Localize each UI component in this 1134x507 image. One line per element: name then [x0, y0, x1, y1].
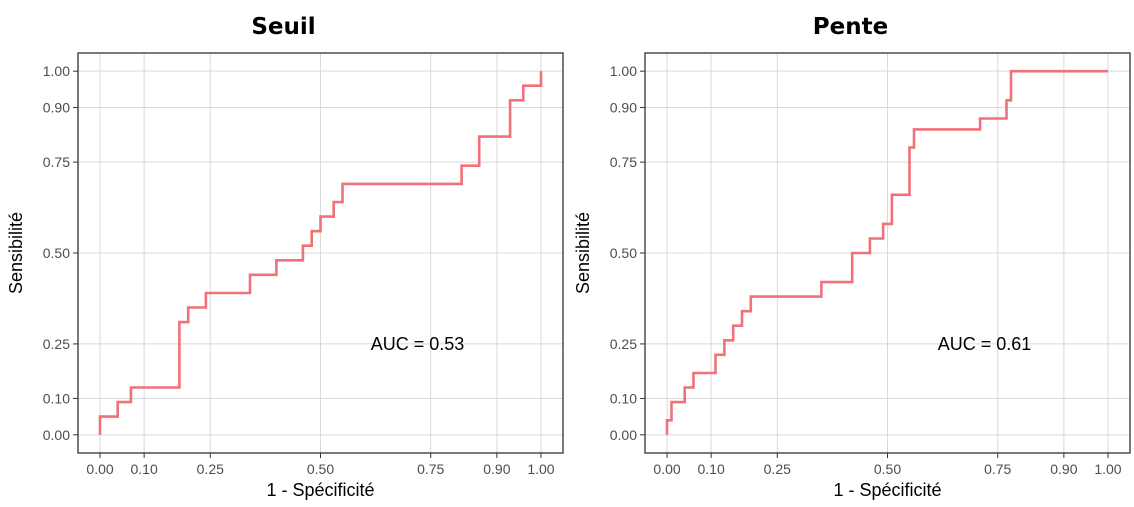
- x-tick-label: 0.50: [307, 461, 334, 477]
- x-tick-label: 0.10: [698, 461, 725, 477]
- chart-title: Pente: [812, 14, 889, 40]
- roc-curve: [665, 69, 1108, 435]
- x-axis: 0.00 0.10 0.25 0.50 0.75 0.90 1.00: [86, 453, 555, 477]
- x-tick-label: 0.00: [653, 461, 680, 477]
- y-tick-label: 0.50: [43, 245, 70, 261]
- x-tick-label: 1.00: [1094, 461, 1121, 477]
- y-axis: 0.00 0.10 0.25 0.50 0.75 0.90 1.00: [610, 63, 645, 443]
- y-tick-label: 0.90: [43, 100, 70, 116]
- roc-panel-pente: Pente 0.00 0.10 0.25 0.50 0.75 0.90 1.00 0.00 0.…: [567, 0, 1134, 507]
- x-tick-label: 0.10: [131, 461, 158, 477]
- roc-curve: [98, 71, 543, 435]
- y-tick-label: 0.00: [610, 427, 637, 443]
- grid: [645, 53, 1130, 453]
- y-tick-label: 1.00: [43, 63, 70, 79]
- y-tick-label: 0.25: [610, 336, 637, 352]
- roc-chart-pente: 0.00 0.10 0.25 0.50 0.75 0.90 1.00 0.00 0.10 0.25…: [573, 52, 1131, 500]
- roc-panel-seuil: Seuil 0.00 0.10 0.25 0.50 0.75 0.90 1.00 0.00 0.…: [6, 14, 564, 500]
- auc-annotation: AUC = 0.53: [371, 334, 465, 354]
- y-axis-title: Sensibilité: [6, 212, 26, 294]
- y-axis-title: Sensibilité: [573, 212, 593, 294]
- x-axis: 0.00 0.10 0.25 0.50 0.75 0.90 1.00: [653, 453, 1122, 477]
- y-tick-label: 0.10: [610, 390, 637, 406]
- y-tick-label: 0.25: [43, 336, 70, 352]
- y-tick-label: 0.50: [610, 245, 637, 261]
- x-axis-title: 1 - Spécificité: [833, 480, 941, 500]
- x-tick-label: 0.25: [764, 461, 791, 477]
- grid: [78, 53, 563, 453]
- x-tick-label: 0.90: [1050, 461, 1077, 477]
- y-axis: 0.00 0.10 0.25 0.50 0.75 0.90 1.00: [43, 63, 78, 443]
- chart-title: Seuil: [251, 14, 316, 40]
- x-tick-label: 0.75: [984, 461, 1011, 477]
- x-tick-label: 0.00: [86, 461, 113, 477]
- x-tick-label: 0.25: [197, 461, 224, 477]
- x-tick-label: 1.00: [527, 461, 554, 477]
- y-tick-label: 0.90: [610, 100, 637, 116]
- y-tick-label: 0.75: [43, 154, 70, 170]
- x-tick-label: 0.90: [483, 461, 510, 477]
- y-tick-label: 0.10: [43, 390, 70, 406]
- y-tick-label: 0.00: [43, 427, 70, 443]
- x-axis-title: 1 - Spécificité: [266, 480, 374, 500]
- roc-chart-seuil: 0.00 0.10 0.25 0.50 0.75 0.90 1.00 0.00 0.10 0.25…: [6, 52, 564, 500]
- x-tick-label: 0.75: [417, 461, 444, 477]
- x-tick-label: 0.50: [874, 461, 901, 477]
- auc-annotation: AUC = 0.61: [938, 334, 1032, 354]
- y-tick-label: 0.75: [610, 154, 637, 170]
- y-tick-label: 1.00: [610, 63, 637, 79]
